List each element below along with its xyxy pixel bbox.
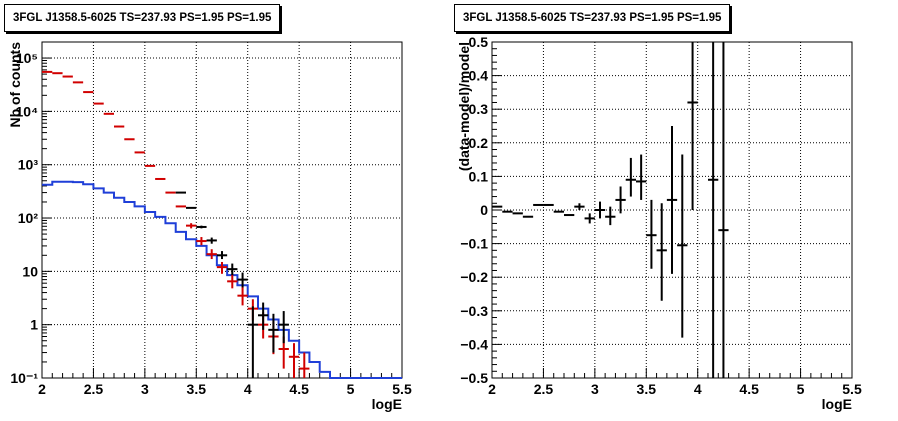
y-tick-label: 0.3 [469,101,489,117]
y-tick-label: −0.3 [460,303,488,319]
residuals-chart: 2 2.5 3 3.5 4 4.5 5 5.5 −0.5 −0.4 −0.3 −0.2 −0.1 0 0.1… [456,34,862,412]
y-tick-label: 10 [22,263,38,279]
x-tick-label: 4.5 [289,381,309,397]
y-tick-label: −0.5 [460,370,488,386]
y-axis-label: (data-model)/model [456,42,472,171]
x-tick-label: 4.5 [739,381,759,397]
x-tick-label: 3.5 [637,381,657,397]
x-tick-label: 2 [488,381,496,397]
x-axis-label: logE [372,396,402,412]
x-tick-label: 2.5 [534,381,554,397]
counts-panel: 3FGL J1358.5-6025 TS=237.93 PS=1.95 PS=1… [4,4,412,412]
y-tick-label: −0.2 [460,269,488,285]
x-tick-label: 2 [38,381,46,397]
counts-chart: 2 2.5 3 3.5 4 4.5 5 5.5 10⁻¹ 1 10 10² 10³ 10⁴ 10⁵ logE N… [7,41,412,412]
y-tick-label: 0.2 [469,135,489,151]
y-tick-label: 10⁵ [16,50,38,66]
y-tick-label: 0.5 [469,34,489,50]
y-tick-label: 0 [480,202,488,218]
residuals-panel: 3FGL J1358.5-6025 TS=237.93 PS=1.95 PS=1… [449,0,898,421]
y-tick-label: 10³ [18,157,39,173]
x-tick-label: 4 [694,381,702,397]
x-tick-label: 4 [244,381,252,397]
x-tick-label: 3 [591,381,599,397]
chart-title: 3FGL J1358.5-6025 TS=237.93 PS=1.95 PS=1… [454,4,731,32]
y-axis-label: Nb of counts [7,42,23,128]
x-axis-label: logE [822,396,852,412]
x-tick-label: 3 [141,381,149,397]
x-tick-label: 2.5 [84,381,104,397]
x-tick-label: 5 [347,381,355,397]
y-tick-label: −0.4 [460,336,488,352]
y-tick-label: 1 [30,317,38,333]
y-tick-label: 10⁻¹ [10,370,38,386]
chart-title: 3FGL J1358.5-6025 TS=237.93 PS=1.95 PS=1… [4,4,281,32]
plot-frame [41,41,403,379]
y-tick-label: 10² [18,210,39,226]
x-tick-label: 3.5 [187,381,207,397]
x-tick-label: 5.5 [842,381,862,397]
y-tick-label: 10⁴ [16,103,39,119]
y-tick-label: −0.1 [460,236,488,252]
y-tick-label: 0.4 [469,68,489,84]
x-tick-label: 5.5 [392,381,412,397]
x-tick-label: 5 [797,381,805,397]
y-tick-label: 0.1 [469,168,489,184]
model-step-line [42,180,402,379]
